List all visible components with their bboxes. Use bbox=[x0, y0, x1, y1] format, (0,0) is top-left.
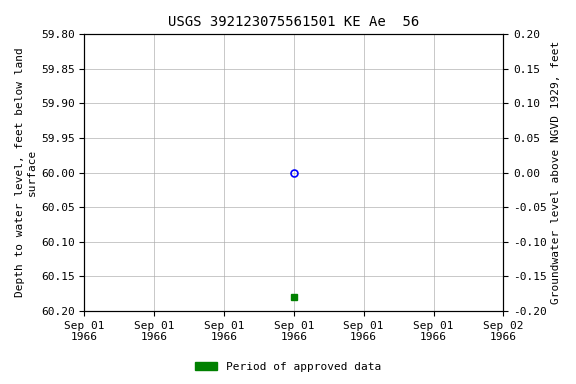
Y-axis label: Groundwater level above NGVD 1929, feet: Groundwater level above NGVD 1929, feet bbox=[551, 41, 561, 304]
Title: USGS 392123075561501 KE Ae  56: USGS 392123075561501 KE Ae 56 bbox=[168, 15, 419, 29]
Legend: Period of approved data: Period of approved data bbox=[191, 358, 385, 377]
Y-axis label: Depth to water level, feet below land
surface: Depth to water level, feet below land su… bbox=[15, 48, 37, 298]
